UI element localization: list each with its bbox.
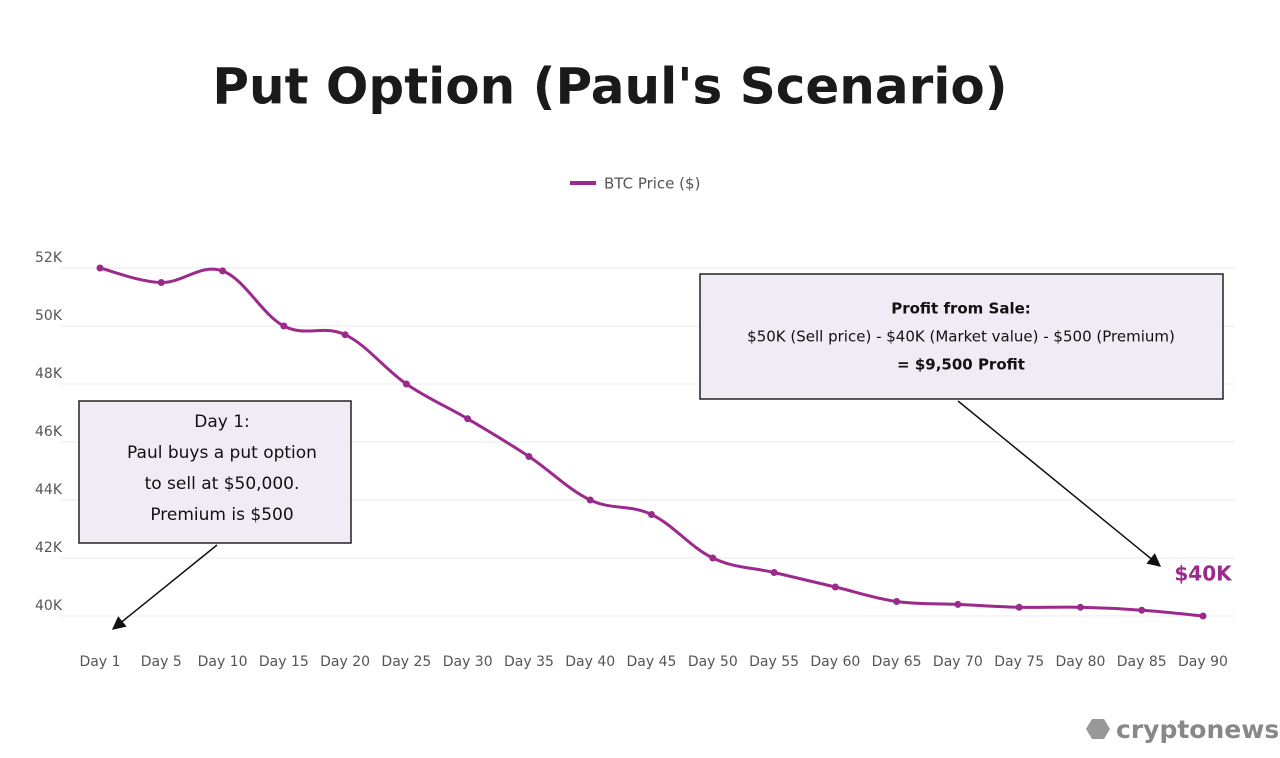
x-tick-label: Day 85 xyxy=(1117,654,1167,670)
logo-text: cryptonews xyxy=(1116,715,1279,744)
annotation-text: = $9,500 Profit xyxy=(897,356,1025,374)
x-tick-label: Day 70 xyxy=(933,654,983,670)
annotation-text: Day 1: xyxy=(194,412,250,432)
logo: cryptonews xyxy=(1086,715,1279,744)
x-tick-label: Day 25 xyxy=(381,654,431,670)
x-tick-label: Day 60 xyxy=(810,654,860,670)
annotation-text: to sell at $50,000. xyxy=(145,474,300,494)
data-point xyxy=(1199,612,1207,620)
annotation-text: $50K (Sell price) - $40K (Market value) … xyxy=(747,328,1175,346)
y-tick-label: 48K xyxy=(35,366,63,382)
x-tick-label: Day 15 xyxy=(259,654,309,670)
x-tick-label: Day 65 xyxy=(872,654,922,670)
data-point xyxy=(1138,606,1146,614)
y-tick-label: 42K xyxy=(35,540,63,556)
x-tick-label: Day 75 xyxy=(994,654,1044,670)
x-tick-label: Day 45 xyxy=(627,654,677,670)
data-point xyxy=(586,496,594,504)
data-point xyxy=(402,380,410,388)
data-point xyxy=(1015,603,1023,611)
legend-label: BTC Price ($) xyxy=(604,175,700,193)
y-tick-label: 46K xyxy=(35,424,63,440)
data-point xyxy=(709,554,717,562)
arrow xyxy=(111,544,218,630)
x-tick-label: Day 50 xyxy=(688,654,738,670)
data-point xyxy=(280,322,288,330)
x-tick-label: Day 80 xyxy=(1055,654,1105,670)
data-point xyxy=(954,600,962,608)
y-tick-label: 52K xyxy=(35,250,63,266)
chart-title: Put Option (Paul's Scenario) xyxy=(212,58,1007,116)
data-point xyxy=(831,583,839,591)
annotation-box xyxy=(699,273,1224,400)
data-point xyxy=(893,598,901,605)
x-tick-label: Day 5 xyxy=(141,654,182,670)
x-tick-label: Day 40 xyxy=(565,654,615,670)
x-tick-label: Day 20 xyxy=(320,654,370,670)
logo-icon xyxy=(1086,719,1110,739)
x-tick-label: Day 55 xyxy=(749,654,799,670)
annotation-box xyxy=(78,400,352,544)
y-tick-label: 44K xyxy=(35,482,63,498)
data-point xyxy=(219,267,227,275)
data-point xyxy=(648,511,655,518)
data-point xyxy=(525,453,533,460)
y-tick-label: 40K xyxy=(35,598,63,614)
data-point xyxy=(464,415,472,423)
y-tick-label: 50K xyxy=(35,308,63,324)
x-tick-label: Day 30 xyxy=(443,654,493,670)
data-point xyxy=(770,569,778,576)
data-point xyxy=(1076,603,1084,611)
arrow xyxy=(957,400,1162,567)
x-tick-label: Day 1 xyxy=(79,654,120,670)
annotation-text: Premium is $500 xyxy=(150,505,293,525)
annotation-text: Profit from Sale: xyxy=(891,300,1031,318)
x-tick-label: Day 35 xyxy=(504,654,554,670)
x-tick-label: Day 90 xyxy=(1178,654,1228,670)
data-point xyxy=(341,331,349,339)
data-point xyxy=(96,264,104,272)
annotation-text: Paul buys a put option xyxy=(127,443,317,463)
data-point xyxy=(157,279,165,286)
end-label: $40K xyxy=(1174,562,1233,586)
x-tick-label: Day 10 xyxy=(198,654,248,670)
